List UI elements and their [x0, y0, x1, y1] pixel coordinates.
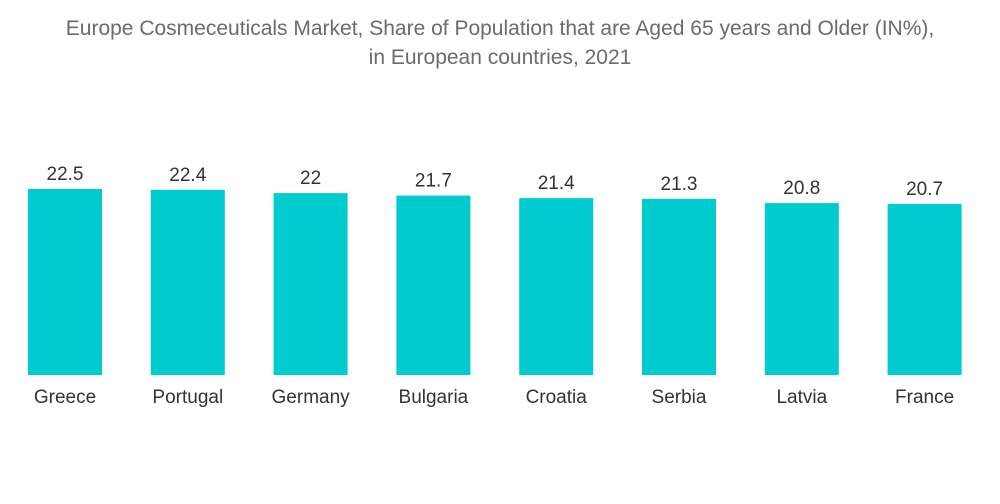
value-label-serbia: 21.3 [661, 174, 698, 195]
chart-title-line-2: in European countries, 2021 [368, 46, 632, 69]
value-label-greece: 22.5 [47, 164, 84, 185]
category-label-bulgaria: Bulgaria [399, 387, 469, 408]
value-label-portugal: 22.4 [169, 165, 206, 186]
value-label-germany: 22 [300, 168, 321, 189]
bar-bulgaria [396, 195, 471, 375]
bar-latvia [764, 203, 839, 375]
bar-france [887, 203, 962, 375]
value-label-bulgaria: 21.7 [415, 171, 452, 192]
category-label-croatia: Croatia [526, 387, 588, 408]
category-label-germany: Germany [272, 387, 351, 408]
chart-title: Europe Cosmeceuticals Market, Share of P… [0, 14, 1000, 72]
bar-croatia [519, 198, 594, 375]
value-label-latvia: 20.8 [783, 178, 820, 199]
category-label-latvia: Latvia [776, 387, 827, 408]
value-label-croatia: 21.4 [538, 173, 575, 194]
category-label-portugal: Portugal [152, 387, 223, 408]
bar-serbia [642, 198, 716, 375]
chart-title-line-1: Europe Cosmeceuticals Market, Share of P… [65, 17, 935, 40]
bar-germany [273, 193, 348, 375]
bar-portugal [150, 189, 225, 375]
category-label-france: France [895, 387, 954, 408]
category-label-serbia: Serbia [652, 387, 707, 408]
category-label-greece: Greece [34, 387, 96, 408]
value-label-france: 20.7 [906, 179, 943, 200]
bar-greece [28, 189, 102, 375]
